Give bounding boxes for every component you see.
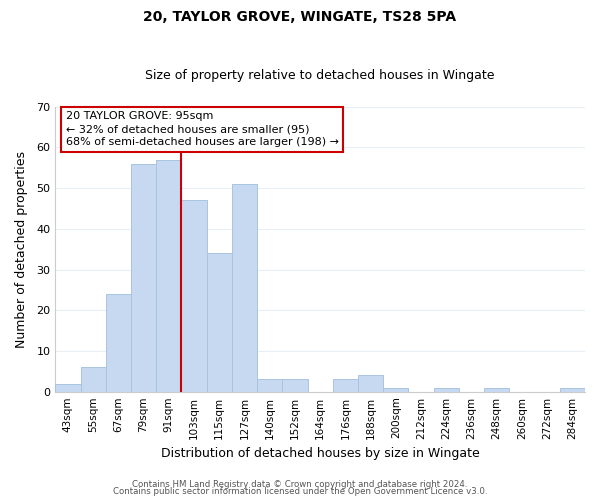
Bar: [232, 184, 257, 392]
Text: Contains HM Land Registry data © Crown copyright and database right 2024.: Contains HM Land Registry data © Crown c…: [132, 480, 468, 489]
Text: Contains public sector information licensed under the Open Government Licence v3: Contains public sector information licen…: [113, 488, 487, 496]
Y-axis label: Number of detached properties: Number of detached properties: [15, 150, 28, 348]
Bar: [80, 368, 106, 392]
X-axis label: Distribution of detached houses by size in Wingate: Distribution of detached houses by size …: [161, 447, 479, 460]
Bar: [333, 380, 358, 392]
Bar: [283, 380, 308, 392]
Text: 20 TAYLOR GROVE: 95sqm
← 32% of detached houses are smaller (95)
68% of semi-det: 20 TAYLOR GROVE: 95sqm ← 32% of detached…: [66, 111, 339, 148]
Bar: [560, 388, 585, 392]
Bar: [55, 384, 80, 392]
Bar: [131, 164, 156, 392]
Bar: [434, 388, 459, 392]
Text: 20, TAYLOR GROVE, WINGATE, TS28 5PA: 20, TAYLOR GROVE, WINGATE, TS28 5PA: [143, 10, 457, 24]
Bar: [383, 388, 409, 392]
Bar: [181, 200, 206, 392]
Bar: [156, 160, 181, 392]
Bar: [106, 294, 131, 392]
Bar: [206, 254, 232, 392]
Bar: [484, 388, 509, 392]
Bar: [257, 380, 283, 392]
Title: Size of property relative to detached houses in Wingate: Size of property relative to detached ho…: [145, 69, 495, 82]
Bar: [358, 376, 383, 392]
